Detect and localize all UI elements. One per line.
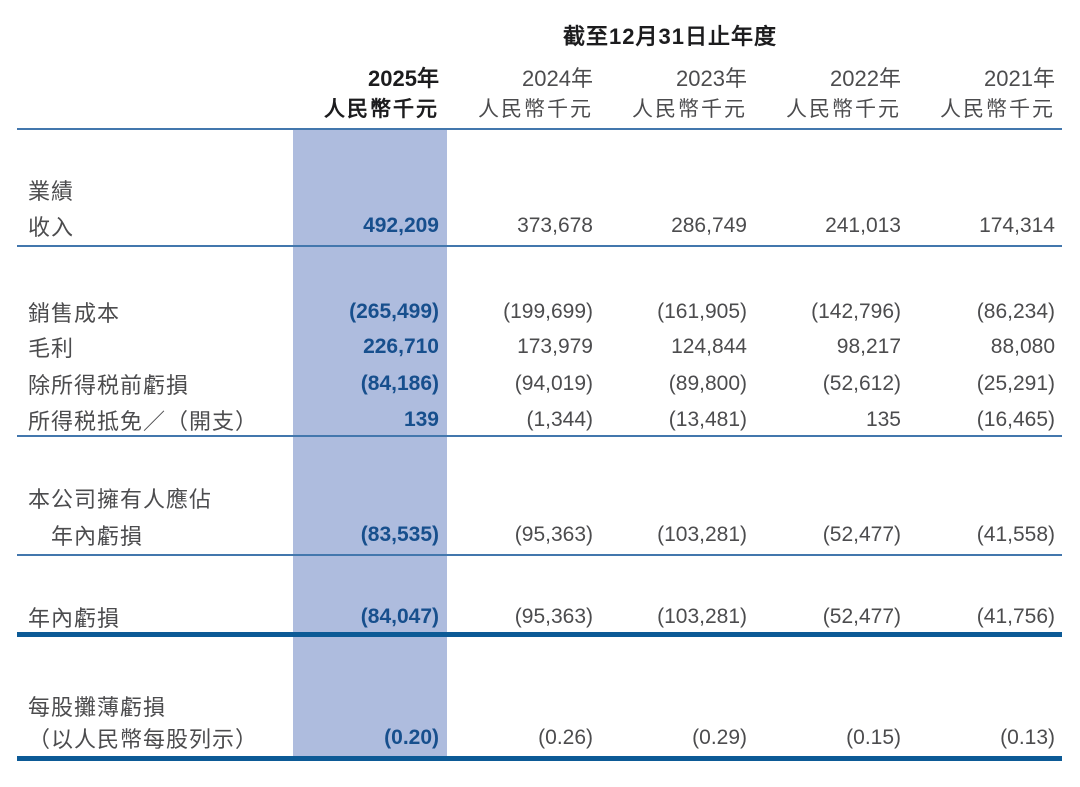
cell-value: 174,314 bbox=[979, 214, 1055, 237]
table-row: 除所得税前虧損 (84,186) (94,019) (89,800) (52,6… bbox=[17, 367, 1063, 401]
cell-value: (0.20) bbox=[384, 726, 439, 749]
cell-value: (0.29) bbox=[692, 726, 747, 749]
unit-header-2022: 人民幣千元 bbox=[786, 98, 901, 121]
table-row: 所得税抵免／（開支） 139 (1,344) (13,481) 135 (16,… bbox=[17, 403, 1063, 437]
table-row: （以人民幣每股列示） (0.20) (0.26) (0.29) (0.15) (… bbox=[17, 721, 1063, 755]
cell-value: 98,217 bbox=[836, 335, 901, 358]
cell-value: (1,344) bbox=[526, 408, 593, 431]
table-row: 年內虧損 (83,535) (95,363) (103,281) (52,477… bbox=[17, 518, 1063, 552]
cell-value: (142,796) bbox=[811, 300, 901, 323]
table-row: 年內虧損 (84,047) (95,363) (103,281) (52,477… bbox=[17, 600, 1063, 634]
table-row: 毛利 226,710 173,979 124,844 98,217 88,080 bbox=[17, 330, 1063, 364]
table-row: 業績 bbox=[17, 173, 1063, 207]
cell-value: 173,979 bbox=[517, 335, 593, 358]
table-row: 銷售成本 (265,499) (199,699) (161,905) (142,… bbox=[17, 295, 1063, 329]
period-title: 截至12月31日止年度 bbox=[563, 24, 777, 49]
row-label: 銷售成本 bbox=[28, 301, 121, 326]
cell-value: (94,019) bbox=[514, 372, 593, 395]
table-row: 本公司擁有人應佔 bbox=[17, 481, 1063, 515]
unit-header-2025: 人民幣千元 bbox=[324, 98, 439, 121]
header-rule bbox=[17, 128, 1062, 130]
cell-value: (13,481) bbox=[668, 408, 747, 431]
cell-value: (25,291) bbox=[976, 372, 1055, 395]
year-header-2024: 2024年 bbox=[522, 66, 593, 91]
revenue-rule bbox=[17, 245, 1062, 247]
cell-value: (16,465) bbox=[976, 408, 1055, 431]
row-label: 每股攤薄虧損 bbox=[28, 695, 167, 720]
cell-value: (265,499) bbox=[349, 300, 439, 323]
cell-value: (0.26) bbox=[538, 726, 593, 749]
row-label: 除所得税前虧損 bbox=[28, 373, 190, 398]
unit-header-2021: 人民幣千元 bbox=[940, 98, 1055, 121]
cell-value: (89,800) bbox=[668, 372, 747, 395]
cell-value: (199,699) bbox=[503, 300, 593, 323]
tax-rule bbox=[17, 435, 1062, 437]
cell-value: 241,013 bbox=[825, 214, 901, 237]
row-label: 業績 bbox=[28, 179, 75, 204]
cell-value: 135 bbox=[865, 408, 901, 431]
year-header-2025: 2025年 bbox=[368, 66, 439, 91]
cell-value: 373,678 bbox=[517, 214, 593, 237]
bottom-rule bbox=[17, 756, 1062, 761]
row-label: 年內虧損 bbox=[28, 606, 121, 631]
cell-value: (41,558) bbox=[976, 523, 1055, 546]
unit-header-2024: 人民幣千元 bbox=[478, 98, 593, 121]
cell-value: (84,047) bbox=[360, 605, 439, 628]
cell-value: (86,234) bbox=[976, 300, 1055, 323]
cell-value: 88,080 bbox=[990, 335, 1055, 358]
cell-value: (84,186) bbox=[360, 372, 439, 395]
cell-value: (95,363) bbox=[514, 605, 593, 628]
attributable-loss-rule bbox=[17, 554, 1062, 556]
header-year-row: 2025年 2024年 2023年 2022年 2021年 bbox=[17, 61, 1063, 91]
cell-value: (95,363) bbox=[514, 523, 593, 546]
cell-value: (103,281) bbox=[657, 605, 747, 628]
cell-value: (0.13) bbox=[1000, 726, 1055, 749]
year-header-2022: 2022年 bbox=[830, 66, 901, 91]
row-label: 所得税抵免／（開支） bbox=[28, 409, 259, 434]
cell-value: (0.15) bbox=[846, 726, 901, 749]
row-label: 收入 bbox=[28, 215, 75, 240]
cell-value: (103,281) bbox=[657, 523, 747, 546]
cell-value: (52,477) bbox=[822, 605, 901, 628]
cell-value: 226,710 bbox=[363, 335, 439, 358]
row-label: （以人民幣每股列示） bbox=[28, 727, 259, 752]
cell-value: 139 bbox=[403, 408, 439, 431]
cell-value: (52,612) bbox=[822, 372, 901, 395]
row-label: 毛利 bbox=[28, 336, 75, 361]
row-label: 年內虧損 bbox=[51, 524, 144, 549]
table-row: 收入 492,209 373,678 286,749 241,013 174,3… bbox=[17, 209, 1063, 243]
table-row: 每股攤薄虧損 bbox=[17, 689, 1063, 723]
year-header-2023: 2023年 bbox=[676, 66, 747, 91]
year-loss-rule bbox=[17, 632, 1062, 637]
unit-header-2023: 人民幣千元 bbox=[632, 98, 747, 121]
cell-value: 124,844 bbox=[671, 335, 747, 358]
cell-value: 492,209 bbox=[363, 214, 439, 237]
cell-value: (52,477) bbox=[822, 523, 901, 546]
row-label: 本公司擁有人應佔 bbox=[28, 487, 213, 512]
cell-value: 286,749 bbox=[671, 214, 747, 237]
header-unit-row: 人民幣千元 人民幣千元 人民幣千元 人民幣千元 人民幣千元 bbox=[17, 93, 1063, 121]
highlight-column-2025 bbox=[293, 130, 447, 761]
cell-value: (41,756) bbox=[976, 605, 1055, 628]
cell-value: (83,535) bbox=[360, 523, 439, 546]
cell-value: (161,905) bbox=[657, 300, 747, 323]
year-header-2021: 2021年 bbox=[984, 66, 1055, 91]
